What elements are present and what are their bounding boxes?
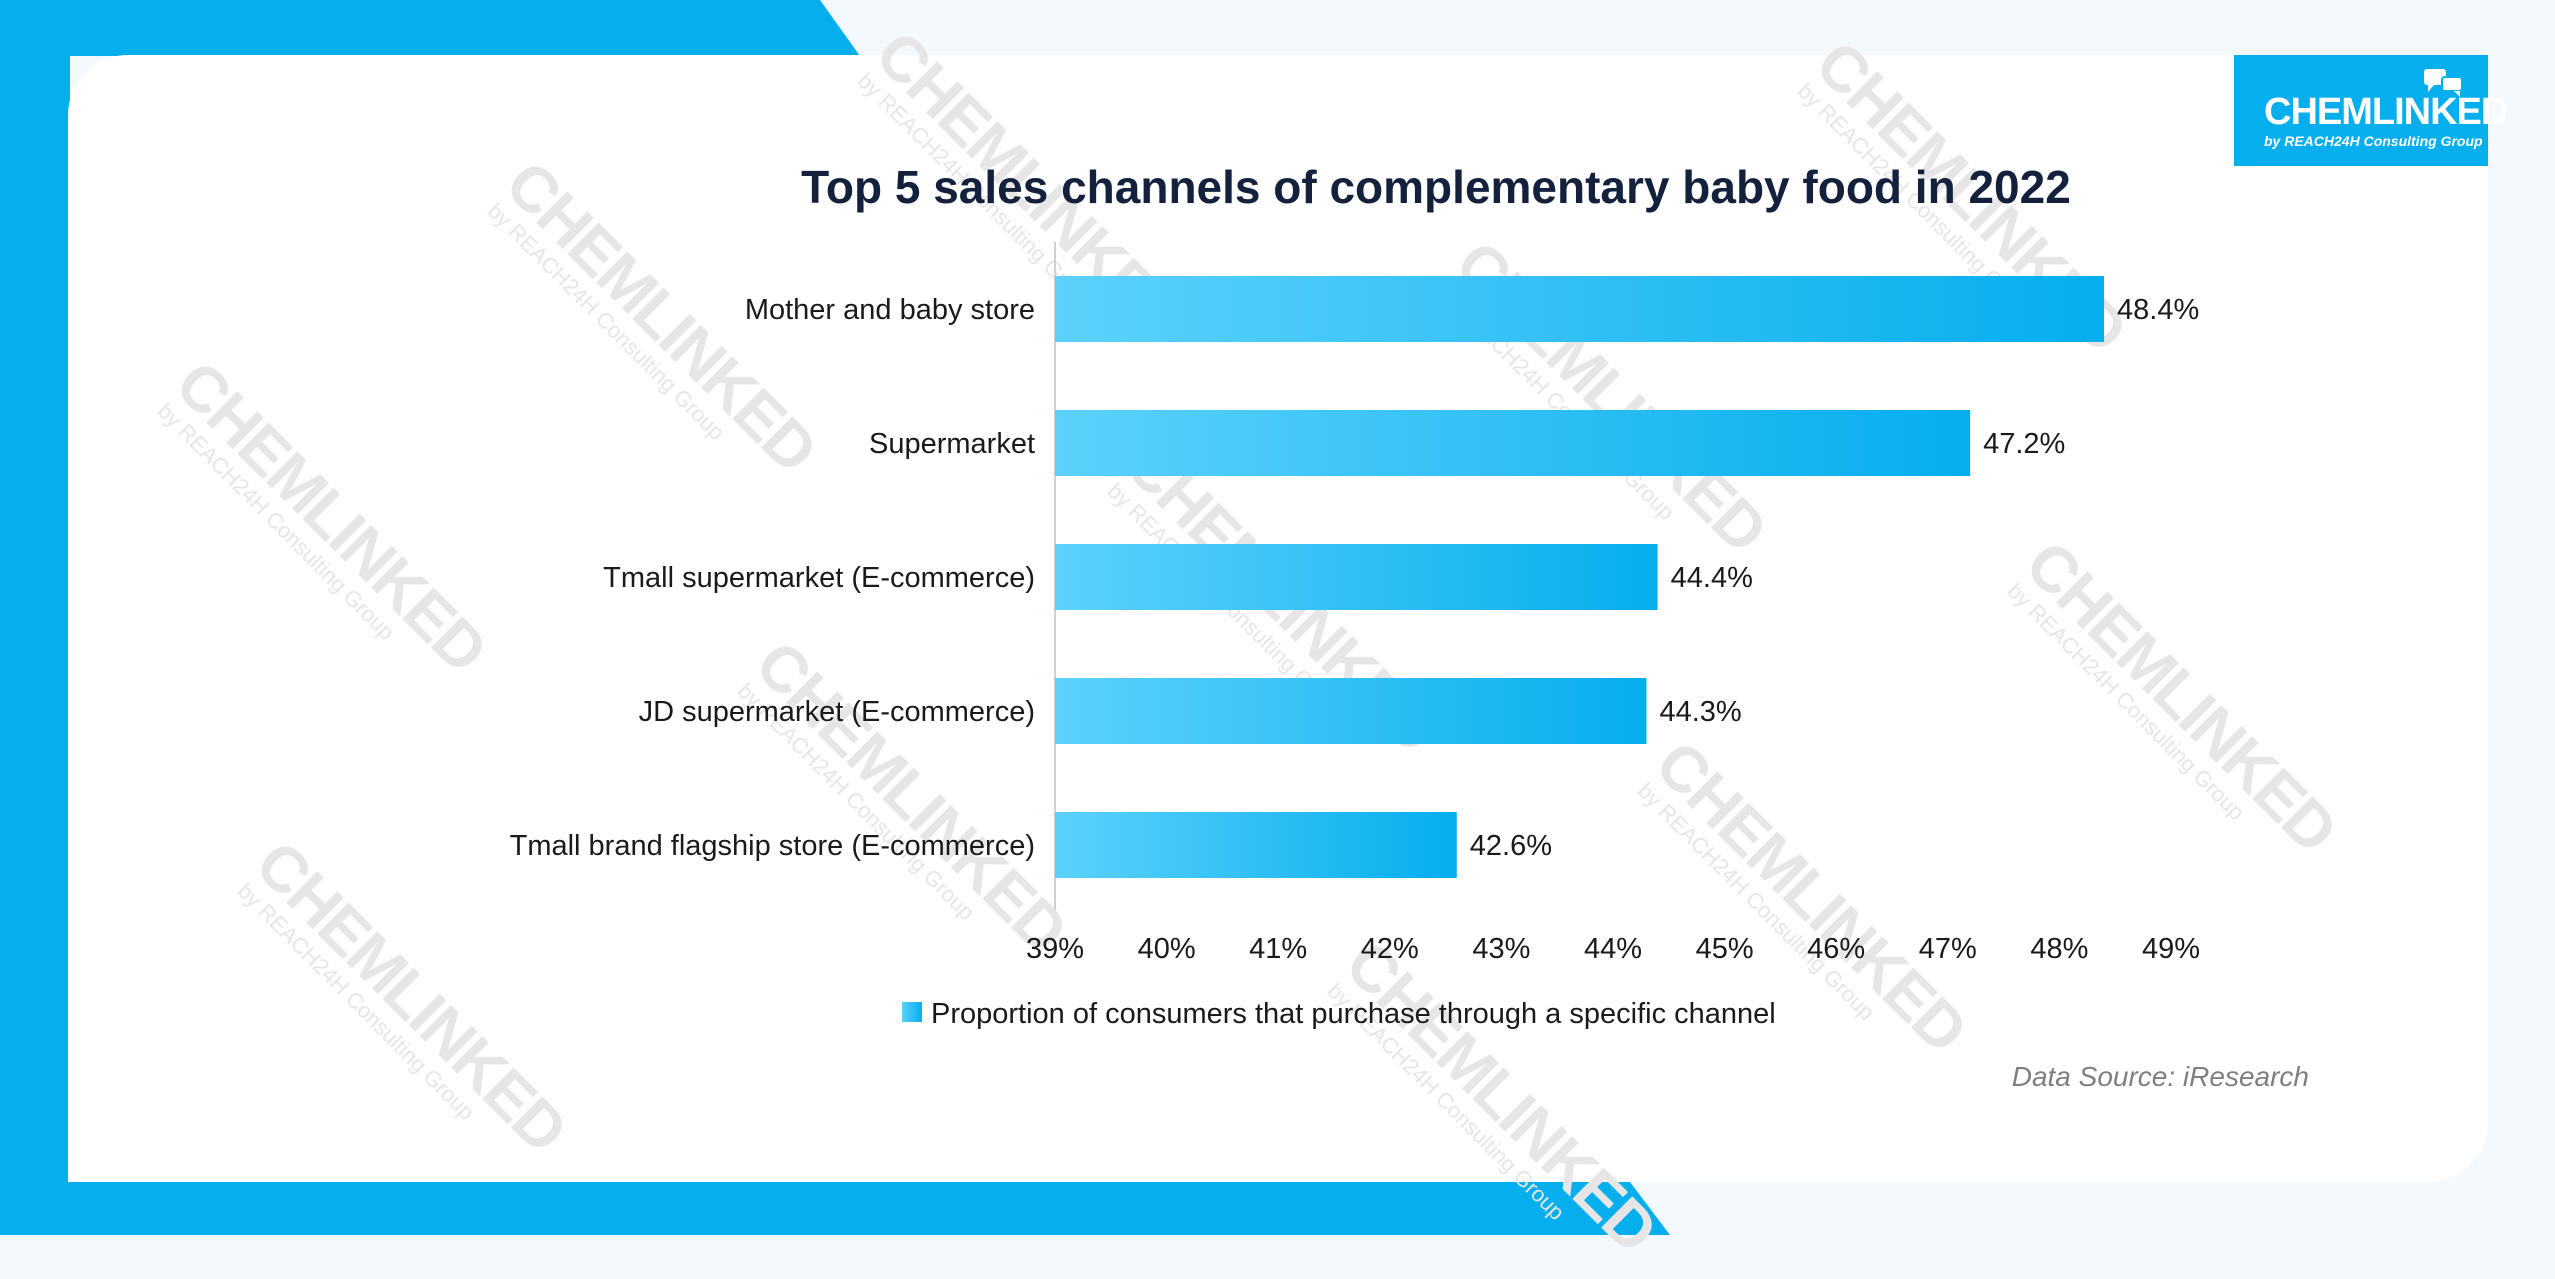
category-label: Mother and baby store bbox=[745, 294, 1035, 326]
x-tick-label: 43% bbox=[1472, 933, 1530, 965]
x-axis-ticks: 39% 40% 41% 42% 43% 44% 45% 46% 47% 48% 49% bbox=[1026, 933, 2200, 965]
data-label: 47.2% bbox=[1983, 428, 2065, 460]
x-tick-label: 41% bbox=[1249, 933, 1307, 965]
bar bbox=[1055, 410, 1971, 476]
left-accent-band bbox=[0, 0, 70, 1235]
category-label: Tmall brand flagship store (E-commerce) bbox=[510, 830, 1035, 862]
x-tick-label: 49% bbox=[2142, 933, 2200, 965]
legend: Proportion of consumers that purchase th… bbox=[902, 998, 1776, 1030]
legend-label: Proportion of consumers that purchase th… bbox=[931, 998, 1776, 1030]
top-accent-band bbox=[0, 0, 860, 56]
logo-wordmark: CHEMLINKED bbox=[2264, 91, 2508, 133]
x-tick-label: 47% bbox=[1919, 933, 1977, 965]
category-label: JD supermarket (E-commerce) bbox=[639, 696, 1035, 728]
speech-bubbles-icon bbox=[2424, 69, 2463, 97]
bar bbox=[1055, 544, 1658, 610]
data-label: 48.4% bbox=[2117, 294, 2199, 326]
x-tick-label: 39% bbox=[1026, 933, 1084, 965]
logo-tagline: by REACH24H Consulting Group bbox=[2264, 133, 2483, 149]
bars-group: Mother and baby store 48.4% Supermarket 47.… bbox=[510, 276, 2199, 878]
x-tick-label: 48% bbox=[2030, 933, 2088, 965]
bar bbox=[1055, 812, 1457, 878]
x-tick-label: 44% bbox=[1584, 933, 1642, 965]
x-tick-label: 40% bbox=[1138, 933, 1196, 965]
data-source: Data Source: iResearch bbox=[2012, 1061, 2309, 1092]
bar-chart: Top 5 sales channels of complementary ba… bbox=[510, 161, 2309, 1092]
data-label: 44.3% bbox=[1659, 696, 1741, 728]
chart-title: Top 5 sales channels of complementary ba… bbox=[801, 161, 2071, 213]
x-tick-label: 45% bbox=[1696, 933, 1754, 965]
legend-swatch bbox=[902, 1002, 922, 1022]
data-label: 44.4% bbox=[1671, 562, 1753, 594]
category-label: Tmall supermarket (E-commerce) bbox=[603, 562, 1035, 594]
brand-logo: CHEMLINKED by REACH24H Consulting Group bbox=[2234, 55, 2508, 166]
bar bbox=[1055, 276, 2105, 342]
chart-card bbox=[68, 55, 2488, 1182]
data-label: 42.6% bbox=[1470, 830, 1552, 862]
bar bbox=[1055, 678, 1647, 744]
bottom-accent-band bbox=[0, 1182, 1670, 1235]
category-label: Supermarket bbox=[869, 428, 1035, 460]
x-tick-label: 42% bbox=[1361, 933, 1419, 965]
x-tick-label: 46% bbox=[1807, 933, 1865, 965]
